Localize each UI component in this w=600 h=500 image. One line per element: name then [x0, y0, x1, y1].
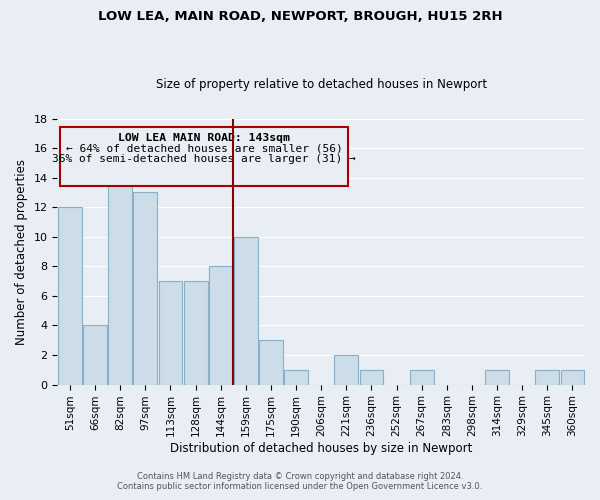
Bar	[284, 370, 308, 384]
Bar	[485, 370, 509, 384]
Text: LOW LEA MAIN ROAD: 143sqm: LOW LEA MAIN ROAD: 143sqm	[118, 133, 290, 143]
Bar	[158, 281, 182, 384]
Text: 36% of semi-detached houses are larger (31) →: 36% of semi-detached houses are larger (…	[52, 154, 356, 164]
Text: Contains HM Land Registry data © Crown copyright and database right 2024.: Contains HM Land Registry data © Crown c…	[137, 472, 463, 481]
Text: Contains public sector information licensed under the Open Government Licence v3: Contains public sector information licen…	[118, 482, 482, 491]
Bar	[108, 163, 132, 384]
X-axis label: Distribution of detached houses by size in Newport: Distribution of detached houses by size …	[170, 442, 472, 455]
Bar	[560, 370, 584, 384]
Text: LOW LEA, MAIN ROAD, NEWPORT, BROUGH, HU15 2RH: LOW LEA, MAIN ROAD, NEWPORT, BROUGH, HU1…	[98, 10, 502, 23]
Text: ← 64% of detached houses are smaller (56): ← 64% of detached houses are smaller (56…	[65, 144, 343, 154]
Bar	[133, 192, 157, 384]
Bar	[334, 355, 358, 384]
Bar	[209, 266, 233, 384]
Y-axis label: Number of detached properties: Number of detached properties	[15, 158, 28, 344]
Bar	[359, 370, 383, 384]
Bar	[184, 281, 208, 384]
Bar	[58, 207, 82, 384]
Bar	[83, 326, 107, 384]
Bar	[259, 340, 283, 384]
Bar	[234, 237, 258, 384]
Bar	[535, 370, 559, 384]
FancyBboxPatch shape	[60, 126, 347, 186]
Bar	[410, 370, 434, 384]
Title: Size of property relative to detached houses in Newport: Size of property relative to detached ho…	[155, 78, 487, 91]
